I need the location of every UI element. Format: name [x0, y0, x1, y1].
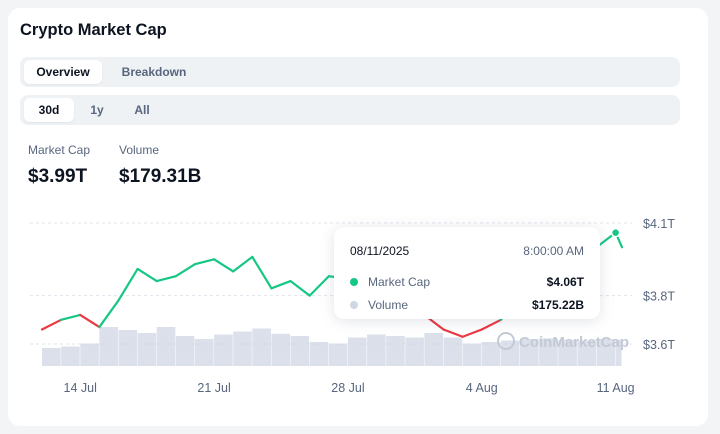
- volume-bar-15: [328, 343, 348, 366]
- market-cap-segment-6: [155, 275, 177, 283]
- x-tick-label: 4 Aug: [466, 381, 498, 395]
- volume-bar-14: [309, 342, 329, 366]
- volume-bar-29: [596, 339, 616, 366]
- volume-bar-25: [520, 339, 539, 366]
- volume-bar-27: [558, 339, 577, 366]
- volume-bar-20: [424, 333, 444, 366]
- market-cap-segment-12: [270, 279, 292, 290]
- y-tick-label: $4.1T: [643, 217, 675, 231]
- market-cap-segment-9: [212, 258, 235, 273]
- market-cap-segment-21: [442, 328, 464, 338]
- market-cap-segment-5: [136, 267, 158, 283]
- volume-bar-21: [443, 337, 463, 366]
- tooltip-market-cap-label: Market Cap: [368, 275, 431, 289]
- range-30d[interactable]: 30d: [24, 98, 74, 122]
- market-cap-segment-8: [193, 258, 216, 266]
- volume-bar-9: [214, 334, 233, 366]
- market-cap-segment-7: [174, 263, 197, 278]
- watermark-text: CoinMarketCap: [519, 334, 629, 351]
- market-cap-value: $3.99T: [28, 166, 88, 187]
- volume-bar-10: [233, 331, 252, 366]
- x-tick-label: 21 Jul: [197, 381, 230, 395]
- market-cap-segment-1: [60, 313, 82, 321]
- tab-overview[interactable]: Overview: [24, 60, 102, 84]
- volume-bar-23: [481, 342, 501, 366]
- volume-bar-5: [137, 333, 157, 366]
- market-cap-segment-0: [40, 318, 63, 331]
- x-tick-label: 11 Aug: [597, 381, 635, 395]
- volume-bar-3: [99, 327, 118, 366]
- view-tabs: Overview Breakdown: [20, 57, 680, 87]
- volume-bar-4: [118, 330, 138, 366]
- range-all[interactable]: All: [134, 103, 150, 117]
- chart-tooltip: 08/11/2025 8:00:00 AM Market Cap $4.06T …: [334, 227, 600, 319]
- tooltip-row-volume: Volume $175.22B: [350, 298, 584, 314]
- tooltip-volume-label: Volume: [368, 298, 409, 312]
- market-cap-segment-23: [480, 318, 503, 331]
- volume-bar-0: [42, 348, 61, 366]
- volume-label: Volume: [119, 143, 160, 157]
- tooltip-date: 08/11/2025: [350, 244, 410, 258]
- volume-bar-28: [577, 340, 597, 366]
- market-cap-dot-icon: [350, 278, 358, 286]
- tooltip-market-cap-value: $4.06T: [546, 275, 584, 289]
- market-cap-segment-14: [308, 275, 330, 297]
- market-cap-hover-point: [610, 227, 621, 238]
- volume-bar-2: [80, 343, 99, 366]
- volume-bar-17: [367, 334, 386, 366]
- market-cap-segment-2: [79, 313, 101, 329]
- y-tick-label: $3.8T: [643, 290, 675, 304]
- volume-bar-24: [500, 340, 520, 366]
- x-tick-label: 28 Jul: [331, 381, 364, 395]
- card-title: Crypto Market Cap: [20, 21, 167, 39]
- coinmarketcap-logo-icon: [497, 332, 515, 350]
- volume-dot-icon: [350, 301, 358, 309]
- x-tick-label: 14 Jul: [64, 381, 97, 395]
- volume-bar-30: [615, 339, 622, 366]
- volume-bar-6: [156, 327, 176, 366]
- market-cap-segment-3: [98, 299, 120, 329]
- volume-bar-22: [462, 343, 482, 366]
- market-cap-segment-22: [461, 328, 483, 338]
- volume-bar-18: [386, 336, 405, 366]
- volume-bar-19: [405, 337, 424, 366]
- market-cap-label: Market Cap: [28, 143, 91, 157]
- market-cap-segment-11: [251, 255, 273, 290]
- y-tick-label: $3.6T: [643, 338, 675, 352]
- volume-bar-13: [290, 336, 310, 366]
- volume-bar-12: [271, 333, 291, 366]
- volume-bar-16: [347, 337, 367, 366]
- tooltip-volume-value: $175.22B: [531, 298, 584, 312]
- tab-breakdown[interactable]: Breakdown: [121, 65, 187, 79]
- volume-bar-7: [175, 336, 195, 366]
- volume-bar-26: [539, 338, 558, 366]
- tooltip-row-market-cap: Market Cap $4.06T: [350, 275, 584, 291]
- range-tabs: 30d 1y All: [20, 95, 680, 125]
- market-cap-segment-4: [117, 267, 139, 302]
- volume-bar-8: [194, 339, 214, 366]
- tooltip-time: 8:00:00 AM: [523, 244, 584, 258]
- volume-value: $179.31B: [119, 166, 202, 187]
- range-1y[interactable]: 1y: [90, 103, 104, 117]
- volume-bar-11: [252, 328, 271, 366]
- market-cap-segment-13: [289, 279, 311, 297]
- market-cap-segment-10: [232, 255, 254, 273]
- volume-bar-1: [61, 346, 80, 366]
